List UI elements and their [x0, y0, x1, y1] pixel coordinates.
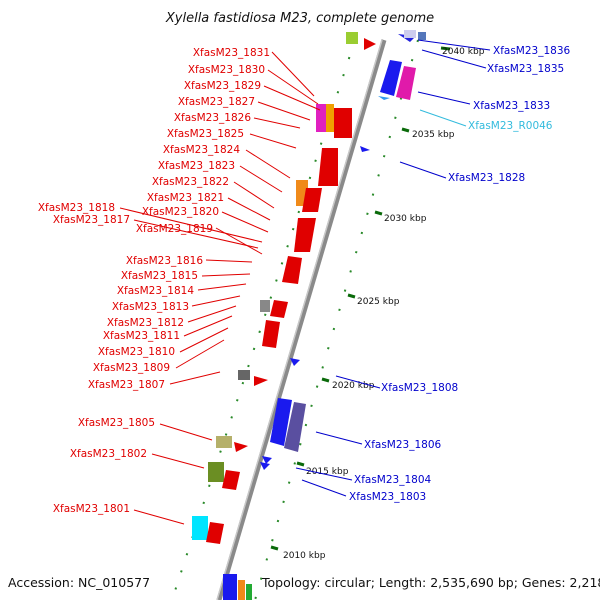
- gene-label[interactable]: XfasM23_1815: [121, 270, 198, 282]
- gene-label[interactable]: XfasM23_1830: [188, 64, 265, 76]
- gene-label[interactable]: XfasM23_1813: [112, 301, 189, 313]
- gene-label[interactable]: XfasM23_1804: [354, 474, 432, 486]
- gene-label[interactable]: XfasM23_1823: [158, 160, 235, 172]
- genome-backbone: [216, 39, 387, 600]
- map-title: Xylella fastidiosa M23, complete genome: [165, 11, 434, 26]
- kbp-tick-label: 2015 kbp: [306, 467, 349, 477]
- gene-label[interactable]: XfasM23_1808: [381, 382, 458, 394]
- gene-label[interactable]: XfasM23_1801: [53, 503, 130, 515]
- gene-label[interactable]: XfasM23_1818: [38, 202, 115, 214]
- gene-label[interactable]: XfasM23_1828: [448, 172, 525, 184]
- right-gene-labels: XfasM23_1836 XfasM23_1835 XfasM23_1833 X…: [349, 45, 571, 503]
- gene-label[interactable]: XfasM23_1824: [163, 144, 241, 156]
- gene-label[interactable]: XfasM23_1805: [78, 417, 155, 429]
- gene-label[interactable]: XfasM23_1807: [88, 379, 165, 391]
- minus-strand-genes: [192, 32, 376, 544]
- gene-label[interactable]: XfasM23_1821: [147, 192, 224, 204]
- gene-label[interactable]: XfasM23_1829: [184, 80, 261, 92]
- gene-block-1833: [396, 66, 416, 100]
- kbp-tick-label: 2020 kbp: [332, 381, 375, 391]
- gene-label[interactable]: XfasM23_1831: [193, 47, 270, 59]
- gene-block-1806a: [270, 398, 292, 446]
- gene-block-1835: [380, 60, 402, 96]
- rna-leader-line: [419, 109, 467, 127]
- gene-label[interactable]: XfasM23_1814: [117, 285, 195, 297]
- gene-label[interactable]: XfasM23_1802: [70, 448, 147, 460]
- topology-text: Topology: circular; Length: 2,535,690 bp…: [261, 575, 600, 590]
- kbp-tick-label: 2035 kbp: [412, 130, 455, 140]
- gene-label[interactable]: XfasM23_1822: [152, 176, 229, 188]
- kbp-tick-label: 2025 kbp: [357, 297, 400, 307]
- accession-text: Accession: NC_010577: [8, 575, 150, 590]
- gene-block-1806b: [284, 402, 306, 452]
- kbp-ticks: 2040 kbp 2035 kbp 2030 kbp 2025 kbp 2020…: [270, 46, 485, 561]
- gene-label[interactable]: XfasM23_1816: [126, 255, 204, 267]
- kbp-tick-label: 2040 kbp: [442, 47, 485, 57]
- gene-label[interactable]: XfasM23_1806: [364, 439, 442, 451]
- gene-label[interactable]: XfasM23_1826: [174, 112, 252, 124]
- plus-strand-genes: [223, 30, 426, 600]
- gene-label[interactable]: XfasM23_1803: [349, 491, 426, 503]
- gene-label[interactable]: XfasM23_R0046: [468, 120, 553, 132]
- gene-label[interactable]: XfasM23_1820: [142, 206, 219, 218]
- gene-label[interactable]: XfasM23_1810: [98, 346, 175, 358]
- gene-label[interactable]: XfasM23_1827: [178, 96, 255, 108]
- gene-label[interactable]: XfasM23_1817: [53, 214, 130, 226]
- left-gene-labels: XfasM23_1831 XfasM23_1830 XfasM23_1829 X…: [38, 47, 270, 515]
- gene-label[interactable]: XfasM23_1836: [493, 45, 571, 57]
- gene-label[interactable]: XfasM23_1812: [107, 317, 184, 329]
- gene-label[interactable]: XfasM23_1825: [167, 128, 244, 140]
- gene-label[interactable]: XfasM23_1819: [136, 223, 213, 235]
- gene-label[interactable]: XfasM23_1833: [473, 100, 550, 112]
- gene-label[interactable]: XfasM23_1835: [487, 63, 564, 75]
- gene-label[interactable]: XfasM23_1811: [103, 330, 180, 342]
- kbp-tick-label: 2030 kbp: [384, 214, 427, 224]
- kbp-tick-label: 2010 kbp: [283, 551, 326, 561]
- right-leader-lines: [295, 39, 491, 497]
- gene-label[interactable]: XfasM23_1809: [93, 362, 170, 374]
- left-leader-lines: [119, 51, 321, 525]
